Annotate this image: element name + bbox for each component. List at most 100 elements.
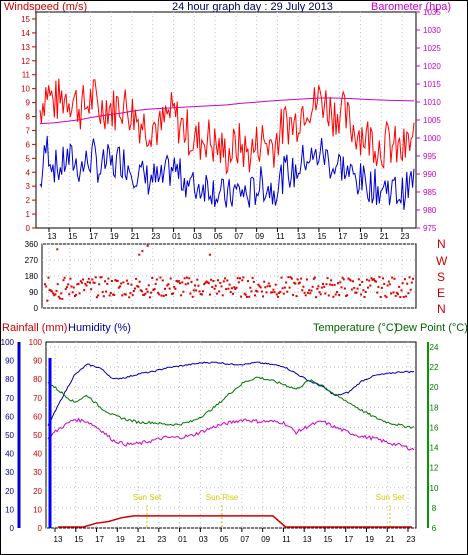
wind-x-tick-label: 23 — [151, 232, 160, 241]
direction-point — [162, 294, 165, 297]
direction-point — [71, 291, 74, 294]
direction-point — [144, 292, 147, 295]
direction-point — [382, 277, 384, 280]
direction-point — [105, 290, 108, 293]
rain-y-tick-label: 50 — [5, 431, 14, 440]
direction-point — [259, 286, 262, 289]
wind-plot-area — [35, 11, 417, 229]
date-title: 24 hour graph day : 29 July 2013 — [172, 1, 333, 13]
direction-point — [206, 281, 209, 284]
wind-y-tick-label: 10 — [21, 85, 30, 94]
direction-point — [358, 283, 361, 286]
direction-point — [377, 285, 380, 288]
rain-x-tick-label: 15 — [323, 535, 332, 544]
direction-point — [301, 289, 304, 292]
direction-point — [181, 281, 184, 284]
temperature-y-tick-label: 16 — [430, 423, 439, 432]
direction-point — [86, 281, 89, 283]
direction-point — [75, 293, 78, 296]
rain-y-tick-label: 40 — [5, 450, 14, 459]
rain-x-tick-label: 21 — [386, 535, 395, 544]
direction-point — [290, 277, 293, 280]
direction-point — [269, 285, 271, 288]
direction-point — [119, 285, 121, 288]
humidity-y-tick-label: 0 — [38, 524, 43, 533]
direction-point — [147, 284, 150, 287]
wind-y-tick-label: 11 — [22, 71, 31, 80]
direction-point — [154, 282, 157, 285]
direction-point — [235, 286, 238, 289]
direction-point — [342, 278, 345, 281]
direction-point — [410, 281, 413, 284]
wind-y-tick-label: 13 — [21, 43, 30, 52]
rain-y-tick-label: 100 — [1, 338, 15, 347]
direction-point — [252, 280, 255, 283]
wind-x-tick-label: 19 — [359, 232, 368, 241]
direction-point — [121, 294, 124, 297]
temperature-y-tick-label: 6 — [432, 524, 437, 533]
direction-point — [97, 294, 100, 297]
direction-point — [166, 284, 169, 287]
direction-point — [403, 278, 406, 281]
direction-point — [224, 277, 226, 280]
direction-point — [340, 286, 343, 289]
rain-x-axis: 13 15 17 19 21 23 01 03 05 07 09 11 13 15 17 19 21 23 — [54, 528, 416, 544]
direction-point — [185, 276, 188, 279]
rain-y-tick-label: 0 — [10, 524, 15, 533]
direction-plot-area — [41, 243, 417, 309]
compass-n-top: N — [437, 237, 446, 251]
humidity-y-tick-label: 50 — [33, 431, 42, 440]
direction-point — [285, 281, 288, 284]
compass-w: W — [436, 254, 448, 268]
temperature-y-tick-label: 18 — [430, 403, 439, 412]
direction-point — [271, 291, 274, 294]
direction-point — [67, 283, 70, 286]
direction-point — [202, 290, 204, 293]
direction-point — [183, 277, 186, 280]
direction-point — [153, 288, 156, 291]
direction-point — [104, 280, 106, 283]
direction-point — [360, 293, 363, 296]
direction-point — [220, 285, 223, 288]
temperature-series — [47, 376, 415, 429]
rain-x-tick-label: 01 — [178, 535, 187, 544]
direction-point — [406, 282, 409, 285]
wind-x-tick-label: 19 — [110, 232, 119, 241]
direction-point — [236, 277, 239, 280]
direction-point — [300, 277, 303, 280]
direction-point — [49, 289, 52, 292]
temperature-y-tick-label: 20 — [430, 383, 439, 392]
rain-x-tick-label: 19 — [365, 535, 374, 544]
direction-point — [160, 294, 163, 297]
direction-point — [90, 288, 93, 291]
baro-y-tick-label: 1020 — [423, 62, 441, 71]
direction-point — [266, 285, 269, 288]
direction-point — [226, 279, 229, 282]
wind-y-tick-label: 15 — [21, 15, 30, 24]
direction-point — [56, 283, 59, 286]
direction-point — [129, 292, 132, 295]
direction-point — [279, 290, 282, 293]
direction-point — [113, 293, 116, 296]
direction-point — [122, 281, 125, 284]
direction-point — [390, 292, 393, 295]
direction-point — [288, 286, 291, 289]
direction-point — [179, 282, 181, 285]
rain-x-tick-label: 15 — [74, 535, 83, 544]
direction-point — [305, 278, 308, 281]
direction-point — [189, 292, 192, 295]
direction-point — [227, 287, 230, 290]
wind-y-tick-label: 5 — [26, 154, 31, 163]
direction-point — [204, 281, 207, 284]
direction-point — [327, 294, 330, 297]
humidity-y-axis: 0 10 20 30 40 50 60 70 80 90 100 — [29, 338, 43, 533]
direction-point — [78, 292, 81, 295]
direction-point — [373, 279, 376, 282]
dewpoint-series — [47, 417, 415, 451]
direction-point — [184, 283, 187, 286]
direction-point — [341, 276, 344, 279]
direction-point — [85, 284, 88, 287]
direction-point — [44, 283, 46, 286]
direction-point — [251, 276, 254, 279]
direction-point — [320, 286, 323, 289]
